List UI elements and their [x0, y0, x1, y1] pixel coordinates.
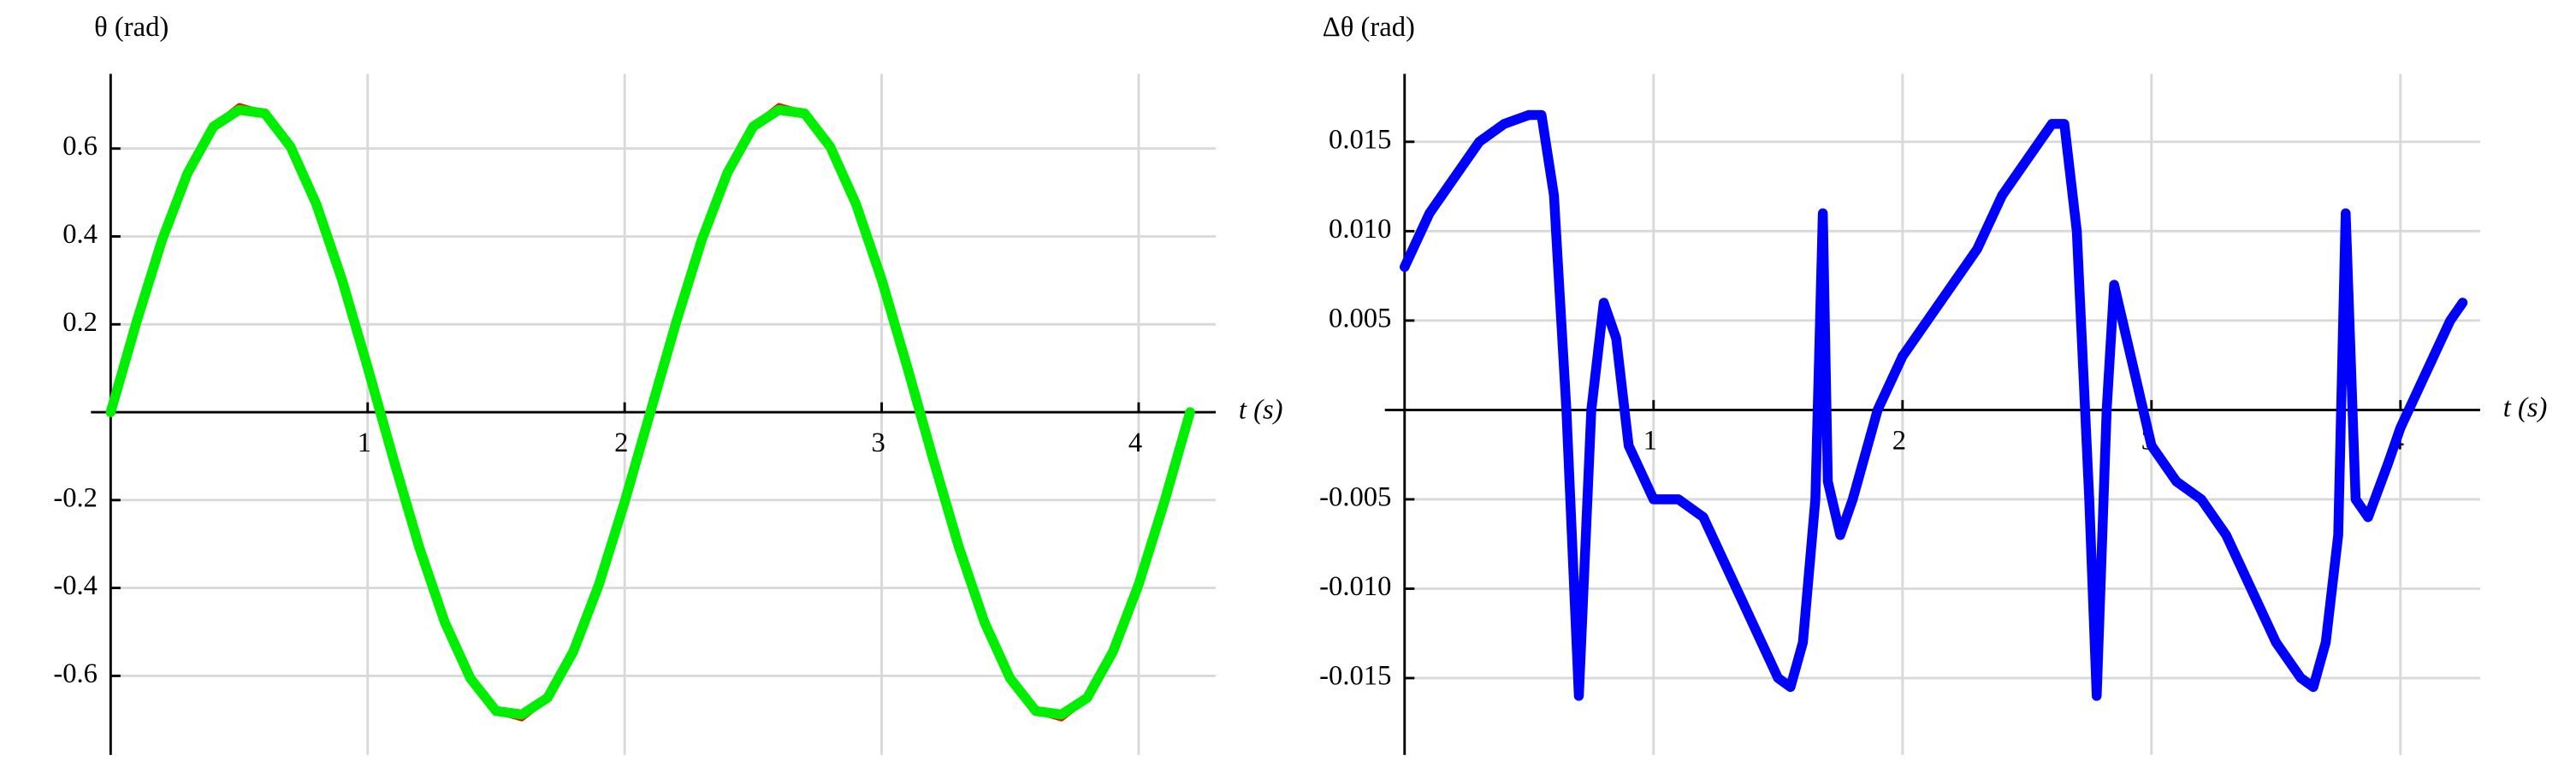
y-tick-label: -0.005 — [1319, 481, 1391, 512]
data-line — [1400, 109, 2468, 701]
x-axis-label: t (s) — [2503, 392, 2548, 423]
y-tick-label: -0.010 — [1319, 571, 1391, 602]
x-tick-label: 1 — [1643, 425, 1657, 456]
data-line — [105, 104, 1195, 720]
chart: 1 2 3 4 -0.6 -0.4 -0.2 0.2 0.4 0.6 t (s) θ (rad) — [53, 12, 1283, 755]
y-tick-label: -0.015 — [1319, 660, 1391, 691]
y-tick-label: 0.6 — [62, 131, 98, 162]
x-tick-label: 3 — [872, 428, 885, 458]
x-axis-label: t (s) — [1239, 395, 1283, 426]
x-tick-label: 1 — [358, 428, 371, 458]
y-tick-label: 0.015 — [1329, 124, 1391, 155]
y-axis-label: θ (rad) — [94, 12, 169, 43]
y-tick-label: -0.2 — [53, 482, 98, 513]
y-tick-label: 0.010 — [1329, 214, 1391, 245]
x-tick-label: 4 — [1128, 428, 1142, 458]
y-tick-label: 0.4 — [62, 219, 98, 250]
y-axis-label: Δθ (rad) — [1323, 12, 1415, 43]
y-tick-label: -0.4 — [53, 570, 98, 601]
y-tick-label: -0.6 — [53, 658, 98, 689]
x-tick-label: 2 — [1892, 425, 1906, 456]
y-tick-label: 0.005 — [1329, 303, 1391, 333]
x-tick-label: 2 — [614, 428, 628, 458]
y-tick-label: 0.2 — [62, 307, 98, 338]
